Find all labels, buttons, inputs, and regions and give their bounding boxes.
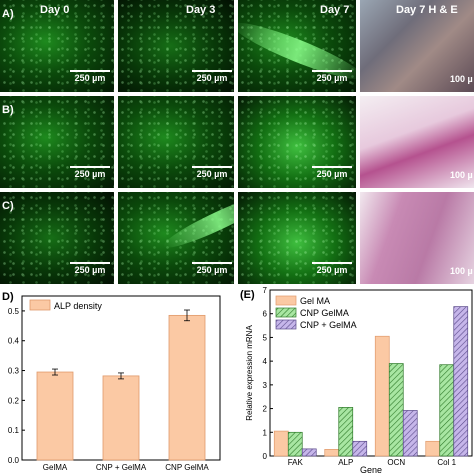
bar-e bbox=[388, 363, 404, 457]
legend-label-e: CNP + GelMA bbox=[300, 320, 357, 330]
bar-e bbox=[374, 335, 390, 457]
micrograph-b-day0 bbox=[0, 96, 114, 188]
ytick-label-e: 7 bbox=[263, 286, 268, 295]
bar-e bbox=[439, 364, 455, 457]
ytick-label-e: 5 bbox=[263, 333, 268, 342]
bar-e bbox=[287, 431, 303, 457]
legend-swatch-d bbox=[29, 299, 51, 311]
ytick-label-e: 2 bbox=[263, 405, 268, 414]
bar-e bbox=[453, 306, 469, 457]
xtick-label-d: CNP + GelMA bbox=[96, 463, 147, 472]
xtick-label-d: CNP GelMA bbox=[165, 463, 209, 472]
ytick-label-d: 0.4 bbox=[8, 337, 20, 346]
alp-density-chart: D) 0.0 0.1 0.2 0.3 0.4 0.5 GelMA CNP + GelMA CNP … bbox=[2, 291, 221, 472]
panel-label-d: D) bbox=[2, 291, 14, 303]
scale-bar-c7: 250 µm bbox=[312, 262, 352, 275]
plot-frame-e bbox=[269, 289, 473, 457]
scale-bar-a3: 250 µm bbox=[192, 70, 232, 83]
scale-bar-c3: 250 µm bbox=[192, 262, 232, 275]
bar-e bbox=[352, 440, 368, 457]
xtick-label-e: Col 1 bbox=[437, 458, 456, 467]
scale-bar-b3: 250 µm bbox=[192, 166, 232, 179]
row-label-b: B) bbox=[2, 104, 14, 116]
micrograph-b-he bbox=[360, 96, 474, 188]
ytick-label-e: 4 bbox=[263, 357, 268, 366]
micrograph-b-day7 bbox=[238, 96, 356, 188]
ytick-label-d: 0.1 bbox=[8, 426, 20, 435]
scale-bar-c0: 250 µm bbox=[70, 262, 110, 275]
mrna-expression-chart: (E) 0 1 2 3 4 5 6 7 Relative expression mRNA Gene F… bbox=[240, 286, 473, 474]
xtick-label-e: FAK bbox=[288, 458, 304, 467]
xtick-label-d: GelMA bbox=[43, 463, 68, 472]
bar-e bbox=[324, 449, 340, 457]
y-axis-label-e: Relative expression mRNA bbox=[245, 325, 254, 421]
bar-d bbox=[102, 375, 140, 461]
ytick-label-e: 0 bbox=[263, 452, 268, 461]
ytick-label-e: 6 bbox=[263, 310, 268, 319]
day-label-he: Day 7 H & E bbox=[396, 4, 458, 16]
xtick-label-e: ALP bbox=[338, 458, 353, 467]
he-scale-b: 100 µ bbox=[450, 170, 473, 180]
legend-swatch-e bbox=[275, 307, 297, 318]
row-label-c: C) bbox=[2, 200, 14, 212]
micrograph-c-day3 bbox=[118, 192, 234, 284]
day-label-0: Day 0 bbox=[40, 4, 70, 16]
ytick-label-d: 0.3 bbox=[8, 367, 20, 376]
micrograph-a-he bbox=[360, 0, 474, 92]
ytick-label-d: 0.2 bbox=[8, 396, 20, 405]
scale-bar-a7: 250 µm bbox=[312, 70, 352, 83]
ytick-label-d: 0.0 bbox=[8, 456, 20, 465]
scale-bar-a0: 250 µm bbox=[70, 70, 110, 83]
row-label-a: A) bbox=[2, 8, 14, 20]
ytick-label-e: 3 bbox=[263, 381, 268, 390]
charts-area: D) 0.0 0.1 0.2 0.3 0.4 0.5 GelMA CNP + GelMA CNP … bbox=[2, 286, 473, 474]
bar-d bbox=[36, 371, 74, 461]
micrograph-c-he bbox=[360, 192, 474, 284]
legend-label-d: ALP density bbox=[54, 301, 102, 311]
bar-e bbox=[301, 448, 317, 457]
micrograph-b-day3 bbox=[118, 96, 234, 188]
legend-swatch-e bbox=[275, 319, 297, 330]
day-label-3: Day 3 bbox=[186, 4, 216, 16]
bar-e bbox=[425, 440, 441, 457]
micrograph-a-day0 bbox=[0, 0, 114, 92]
xtick-label-e: OCN bbox=[387, 458, 405, 467]
ytick-label-d: 0.5 bbox=[8, 307, 20, 316]
micrograph-a-day7 bbox=[238, 0, 356, 92]
micrograph-grid: Day 0 Day 3 Day 7 Day 7 H & E A) B) C) 2… bbox=[0, 0, 474, 286]
micrograph-c-day7 bbox=[238, 192, 356, 284]
scale-bar-b0: 250 µm bbox=[70, 166, 110, 179]
legend-label-e: CNP GelMA bbox=[300, 308, 349, 318]
micrograph-c-day0 bbox=[0, 192, 114, 284]
bar-e bbox=[338, 407, 354, 457]
day-label-7: Day 7 bbox=[320, 4, 350, 16]
he-scale-c: 100 µ bbox=[450, 266, 473, 276]
legend-label-e: Gel MA bbox=[300, 296, 330, 306]
scale-bar-b7: 250 µm bbox=[312, 166, 352, 179]
bar-d bbox=[168, 314, 206, 461]
ytick-label-e: 1 bbox=[263, 428, 268, 437]
legend-swatch-e bbox=[275, 295, 297, 306]
bar-e bbox=[273, 430, 289, 457]
micrograph-a-day3 bbox=[118, 0, 234, 92]
bar-e bbox=[402, 410, 418, 457]
he-scale-a: 100 µ bbox=[450, 74, 473, 84]
x-axis-label-e: Gene bbox=[360, 465, 382, 474]
panel-label-e: (E) bbox=[240, 289, 255, 301]
